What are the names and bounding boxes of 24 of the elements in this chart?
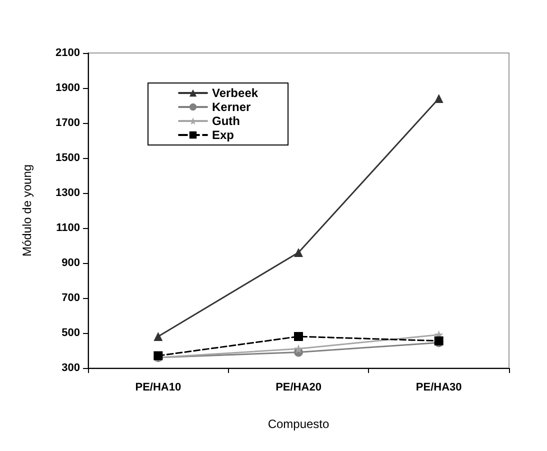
- y-tick-label: 1700: [56, 117, 80, 129]
- x-axis-title: Compuesto: [268, 417, 330, 431]
- point: [154, 332, 163, 341]
- point: [294, 332, 303, 341]
- y-tick-label: 500: [62, 327, 80, 339]
- legend-label: Guth: [212, 114, 240, 128]
- y-tick-label: 900: [62, 257, 80, 269]
- legend-label: Verbeek: [212, 86, 258, 100]
- y-tick-label: 1300: [56, 187, 80, 199]
- legend-label: Kerner: [212, 100, 252, 114]
- point: [294, 344, 303, 354]
- y-tick-label: 1500: [56, 152, 80, 164]
- y-tick-label: 1900: [56, 82, 80, 94]
- legend-label: Exp: [212, 128, 234, 142]
- x-tick-label: PE/HA30: [416, 382, 462, 394]
- point: [434, 94, 444, 103]
- y-tick-label: 300: [62, 362, 80, 374]
- y-axis-title: Módulo de young: [20, 164, 34, 257]
- y-tick-label: 1100: [56, 222, 80, 234]
- x-tick-label: PE/HA10: [135, 382, 182, 394]
- x-tick-label: PE/HA20: [276, 382, 322, 394]
- y-tick-label: 700: [62, 292, 80, 304]
- y-tick-label: 2100: [56, 47, 80, 59]
- point: [294, 248, 303, 257]
